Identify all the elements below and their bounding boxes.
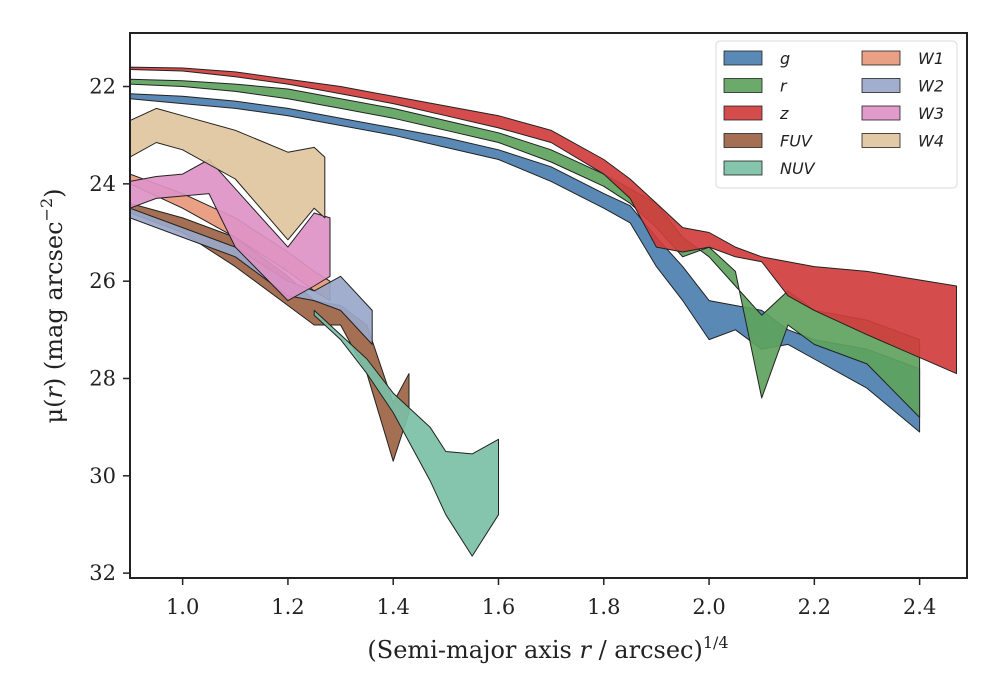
x-tick-label: 1.8	[587, 595, 620, 619]
legend-label-r: r	[780, 77, 788, 96]
legend-label-w4: W4	[918, 132, 944, 151]
legend-swatch-nuv	[723, 160, 763, 176]
legend-swatch-fuv	[723, 133, 763, 148]
y-axis: 22 24 26 28 30 32	[89, 75, 130, 585]
legend-label-w1: W1	[918, 49, 944, 68]
y-tick-label: 32	[89, 561, 116, 585]
band-r	[130, 78, 921, 418]
legend-label-fuv: FUV	[780, 132, 813, 151]
legend-label-w2: W2	[918, 77, 944, 96]
y-tick-label: 24	[89, 172, 116, 196]
legend-swatch-z	[723, 105, 763, 121]
x-axis: 1.0 1.2 1.4 1.6 1.8 2.0 2.2 2.4	[166, 578, 936, 619]
legend-swatch-w1	[861, 50, 901, 66]
legend-swatch-r	[723, 78, 763, 93]
legend: grz FUV NUV W1 W2 W3 W4	[715, 40, 958, 189]
band-w3	[130, 159, 331, 302]
series-bands	[130, 66, 957, 557]
x-axis-label: (Semi-major axis r / arcsec)1/4	[367, 633, 728, 664]
band-nuv	[313, 309, 499, 557]
x-tick-label: 2.0	[692, 595, 725, 619]
legend-box	[715, 40, 958, 189]
y-tick-label: 26	[89, 269, 116, 293]
x-tick-label: 2.4	[903, 595, 936, 619]
y-tick-label: 22	[89, 75, 116, 99]
legend-label-w3: W3	[918, 104, 944, 123]
legend-swatch-g	[723, 50, 763, 66]
x-tick-label: 2.2	[798, 595, 831, 619]
band-z	[130, 66, 957, 375]
band-w4	[130, 107, 326, 241]
y-tick-label: 28	[89, 366, 116, 390]
x-tick-label: 1.0	[166, 595, 199, 619]
plot-frame	[129, 32, 968, 579]
legend-label-nuv: NUV	[780, 159, 816, 178]
legend-swatch-w2	[861, 78, 901, 93]
legend-swatch-w4	[861, 133, 901, 148]
y-axis-label: μ(r) (mag arcsec−2)	[37, 188, 68, 423]
band-g	[130, 93, 921, 433]
x-tick-label: 1.6	[482, 595, 515, 619]
x-tick-label: 1.2	[271, 595, 304, 619]
x-tick-label: 1.4	[377, 595, 410, 619]
y-tick-label: 30	[89, 464, 116, 488]
legend-label-z: z	[779, 104, 789, 123]
legend-swatch-w3	[861, 105, 901, 121]
legend-label-g: g	[780, 49, 790, 68]
